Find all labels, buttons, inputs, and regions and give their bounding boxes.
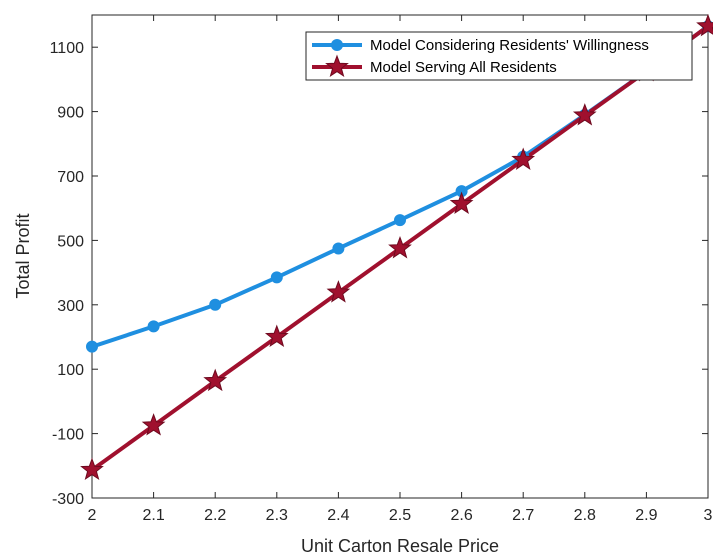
y-tick-label: 300	[57, 298, 84, 315]
y-tick-label: -100	[52, 427, 84, 444]
legend-label-willingness: Model Considering Residents' Willingness	[370, 37, 649, 54]
y-axis: -300 -100 100 300 500 700 900 1100	[50, 40, 708, 508]
x-tick-label: 2.6	[450, 507, 472, 524]
x-tick-label: 2.2	[204, 507, 226, 524]
legend-marker-willingness	[331, 39, 343, 51]
x-tick-label: 2.4	[327, 507, 349, 524]
x-tick-label: 2.8	[574, 507, 596, 524]
data-point-1	[572, 103, 597, 126]
y-axis-label: Total Profit	[13, 213, 33, 298]
x-tick-label: 2	[88, 507, 97, 524]
data-point-1	[141, 413, 166, 436]
x-tick-label: 2.1	[142, 507, 164, 524]
legend-label-all-residents: Model Serving All Residents	[370, 59, 557, 76]
legend-box	[305, 31, 693, 81]
x-axis-label: Unit Carton Resale Price	[301, 536, 499, 556]
data-point-1	[80, 457, 104, 481]
data-point-1	[696, 13, 713, 37]
data-point-1	[449, 191, 474, 215]
data-point-0	[332, 242, 345, 255]
data-point-0	[147, 320, 160, 333]
data-point-0	[270, 271, 283, 284]
data-point-0	[209, 298, 222, 311]
y-tick-label: 500	[57, 233, 84, 250]
x-tick-label: 2.7	[512, 507, 534, 524]
x-tick-label: 2.9	[635, 507, 657, 524]
x-tick-label: 2.5	[389, 507, 411, 524]
legend: Model Considering Residents' Willingness…	[305, 31, 693, 81]
x-tick-label: 3	[704, 507, 713, 524]
data-point-0	[86, 340, 98, 353]
data-point-1	[511, 147, 536, 170]
x-tick-label: 2.3	[266, 507, 288, 524]
data-point-1	[326, 280, 351, 303]
y-tick-label: -300	[52, 491, 84, 508]
x-axis: 2 2.1 2.2 2.3 2.4 2.5 2.6 2.7 2.8 2.9 3	[88, 15, 713, 524]
data-point-1	[388, 235, 412, 259]
data-point-1	[264, 324, 289, 348]
y-tick-label: 700	[57, 169, 84, 186]
markers-layer	[80, 13, 713, 481]
y-tick-label: 100	[57, 362, 84, 379]
plot-area	[91, 14, 709, 499]
data-point-0	[394, 214, 406, 227]
y-tick-label: 900	[57, 105, 84, 122]
data-point-1	[203, 368, 228, 392]
y-tick-label: 1100	[50, 40, 85, 57]
legend-marker-all-residents	[325, 54, 349, 78]
